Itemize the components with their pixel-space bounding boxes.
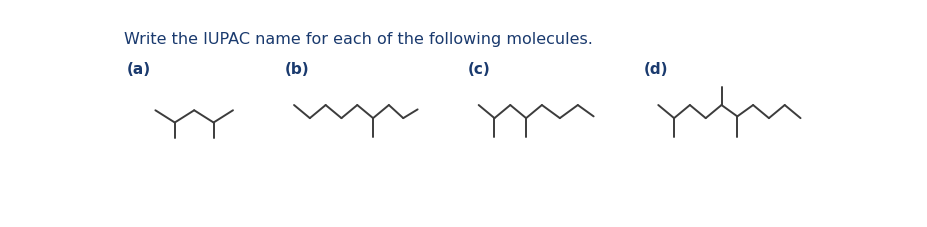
Text: (d): (d) <box>644 62 668 77</box>
Text: (b): (b) <box>285 62 310 77</box>
Text: Write the IUPAC name for each of the following molecules.: Write the IUPAC name for each of the fol… <box>124 32 593 47</box>
Text: (a): (a) <box>127 62 151 77</box>
Text: (c): (c) <box>468 62 490 77</box>
